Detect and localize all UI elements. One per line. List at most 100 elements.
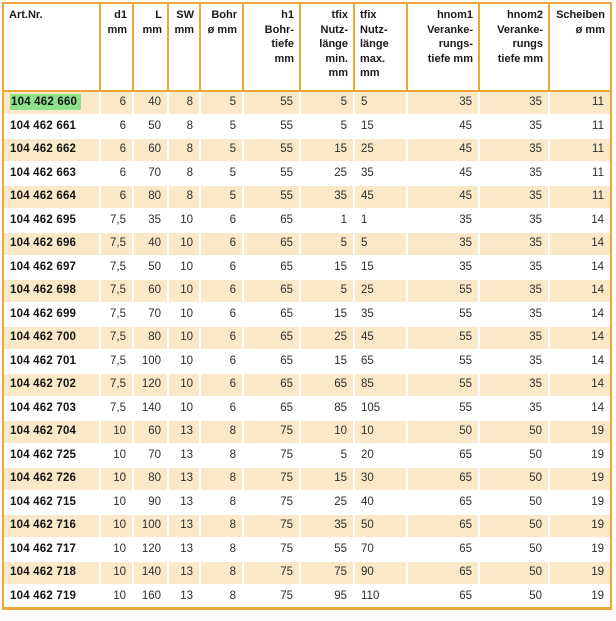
value-cell-h1-bohrtiefe: 75: [244, 515, 301, 539]
value-cell-tfix-nutzlaenge-max: 35: [355, 162, 408, 186]
value-cell-hnom1: 55: [408, 397, 480, 421]
value-cell-tfix-nutzlaenge-min: 55: [301, 538, 355, 562]
value-cell-hnom1: 65: [408, 515, 480, 539]
value-cell-l: 100: [134, 350, 169, 374]
value-cell-tfix-nutzlaenge-min: 25: [301, 327, 355, 351]
value-cell-hnom2: 50: [480, 538, 550, 562]
value-cell-hnom1: 45: [408, 139, 480, 163]
column-header-scheiben: Scheiben ø mm: [550, 4, 610, 92]
column-header-tfix-nutzlaenge-min: tfix Nutz- länge min. mm: [301, 4, 355, 92]
artnr-cell: 104 462 704: [4, 421, 101, 445]
value-cell-bohr: 6: [201, 209, 244, 233]
value-cell-l: 100: [134, 515, 169, 539]
value-cell-l: 160: [134, 585, 169, 607]
value-cell-bohr: 5: [201, 115, 244, 139]
value-cell-h1-bohrtiefe: 65: [244, 256, 301, 280]
value-cell-bohr: 8: [201, 585, 244, 607]
value-cell-tfix-nutzlaenge-max: 45: [355, 186, 408, 210]
value-cell-h1-bohrtiefe: 65: [244, 303, 301, 327]
value-cell-d1: 7,5: [101, 256, 134, 280]
value-cell-hnom2: 35: [480, 92, 550, 116]
table-row: 104 462 716 10 100 13 8 75 35 50 65 50 19: [4, 515, 610, 539]
value-cell-d1: 10: [101, 421, 134, 445]
value-cell-hnom2: 35: [480, 350, 550, 374]
value-cell-sw: 13: [169, 585, 201, 607]
value-cell-hnom1: 55: [408, 350, 480, 374]
table-row: 104 462 701 7,5 100 10 6 65 15 65 55 35 14: [4, 350, 610, 374]
value-cell-hnom1: 35: [408, 256, 480, 280]
value-cell-tfix-nutzlaenge-min: 25: [301, 491, 355, 515]
column-header-d1: d1 mm: [101, 4, 134, 92]
value-cell-hnom1: 50: [408, 421, 480, 445]
artnr-cell: 104 462 697: [4, 256, 101, 280]
value-cell-h1-bohrtiefe: 75: [244, 421, 301, 445]
table-row: 104 462 699 7,5 70 10 6 65 15 35 55 35 14: [4, 303, 610, 327]
value-cell-sw: 10: [169, 397, 201, 421]
value-cell-tfix-nutzlaenge-max: 110: [355, 585, 408, 607]
artnr-cell: 104 462 718: [4, 562, 101, 586]
value-cell-scheiben: 19: [550, 585, 610, 607]
value-cell-bohr: 6: [201, 233, 244, 257]
value-cell-d1: 6: [101, 139, 134, 163]
table-row: 104 462 662 6 60 8 5 55 15 25 45 35 11: [4, 139, 610, 163]
value-cell-tfix-nutzlaenge-max: 40: [355, 491, 408, 515]
table-row: 104 462 698 7,5 60 10 6 65 5 25 55 35 14: [4, 280, 610, 304]
value-cell-hnom2: 35: [480, 280, 550, 304]
value-cell-hnom2: 35: [480, 233, 550, 257]
value-cell-scheiben: 14: [550, 397, 610, 421]
value-cell-tfix-nutzlaenge-min: 35: [301, 515, 355, 539]
value-cell-hnom2: 35: [480, 397, 550, 421]
value-cell-sw: 13: [169, 421, 201, 445]
value-cell-hnom1: 55: [408, 303, 480, 327]
value-cell-d1: 7,5: [101, 233, 134, 257]
value-cell-l: 120: [134, 374, 169, 398]
value-cell-hnom1: 65: [408, 468, 480, 492]
value-cell-tfix-nutzlaenge-max: 30: [355, 468, 408, 492]
value-cell-scheiben: 14: [550, 327, 610, 351]
value-cell-h1-bohrtiefe: 65: [244, 350, 301, 374]
value-cell-l: 50: [134, 256, 169, 280]
value-cell-tfix-nutzlaenge-min: 5: [301, 92, 355, 116]
value-cell-hnom2: 50: [480, 444, 550, 468]
value-cell-bohr: 8: [201, 491, 244, 515]
value-cell-sw: 10: [169, 350, 201, 374]
value-cell-hnom2: 50: [480, 421, 550, 445]
column-header-tfix-nutzlaenge-max: tfix Nutz- länge max. mm: [355, 4, 408, 92]
value-cell-hnom2: 50: [480, 585, 550, 607]
artnr-cell: 104 462 695: [4, 209, 101, 233]
value-cell-d1: 6: [101, 115, 134, 139]
value-cell-h1-bohrtiefe: 75: [244, 538, 301, 562]
value-cell-tfix-nutzlaenge-max: 5: [355, 92, 408, 116]
value-cell-d1: 7,5: [101, 327, 134, 351]
value-cell-scheiben: 19: [550, 444, 610, 468]
value-cell-d1: 7,5: [101, 397, 134, 421]
value-cell-bohr: 5: [201, 92, 244, 116]
value-cell-hnom2: 50: [480, 562, 550, 586]
value-cell-scheiben: 19: [550, 515, 610, 539]
value-cell-scheiben: 19: [550, 562, 610, 586]
value-cell-bohr: 8: [201, 468, 244, 492]
value-cell-l: 70: [134, 162, 169, 186]
value-cell-tfix-nutzlaenge-min: 15: [301, 468, 355, 492]
value-cell-sw: 10: [169, 327, 201, 351]
artnr-cell: 104 462 702: [4, 374, 101, 398]
value-cell-tfix-nutzlaenge-max: 25: [355, 280, 408, 304]
value-cell-hnom2: 35: [480, 186, 550, 210]
value-cell-tfix-nutzlaenge-min: 65: [301, 374, 355, 398]
table-row: 104 462 696 7,5 40 10 6 65 5 5 35 35 14: [4, 233, 610, 257]
value-cell-sw: 13: [169, 562, 201, 586]
value-cell-l: 140: [134, 397, 169, 421]
value-cell-d1: 10: [101, 538, 134, 562]
value-cell-bohr: 8: [201, 538, 244, 562]
value-cell-tfix-nutzlaenge-min: 5: [301, 280, 355, 304]
value-cell-bohr: 6: [201, 397, 244, 421]
value-cell-scheiben: 19: [550, 538, 610, 562]
value-cell-hnom1: 35: [408, 233, 480, 257]
value-cell-l: 60: [134, 280, 169, 304]
value-cell-hnom1: 35: [408, 209, 480, 233]
value-cell-d1: 6: [101, 162, 134, 186]
artnr-cell: 104 462 698: [4, 280, 101, 304]
value-cell-hnom2: 35: [480, 162, 550, 186]
value-cell-d1: 7,5: [101, 350, 134, 374]
value-cell-scheiben: 14: [550, 303, 610, 327]
